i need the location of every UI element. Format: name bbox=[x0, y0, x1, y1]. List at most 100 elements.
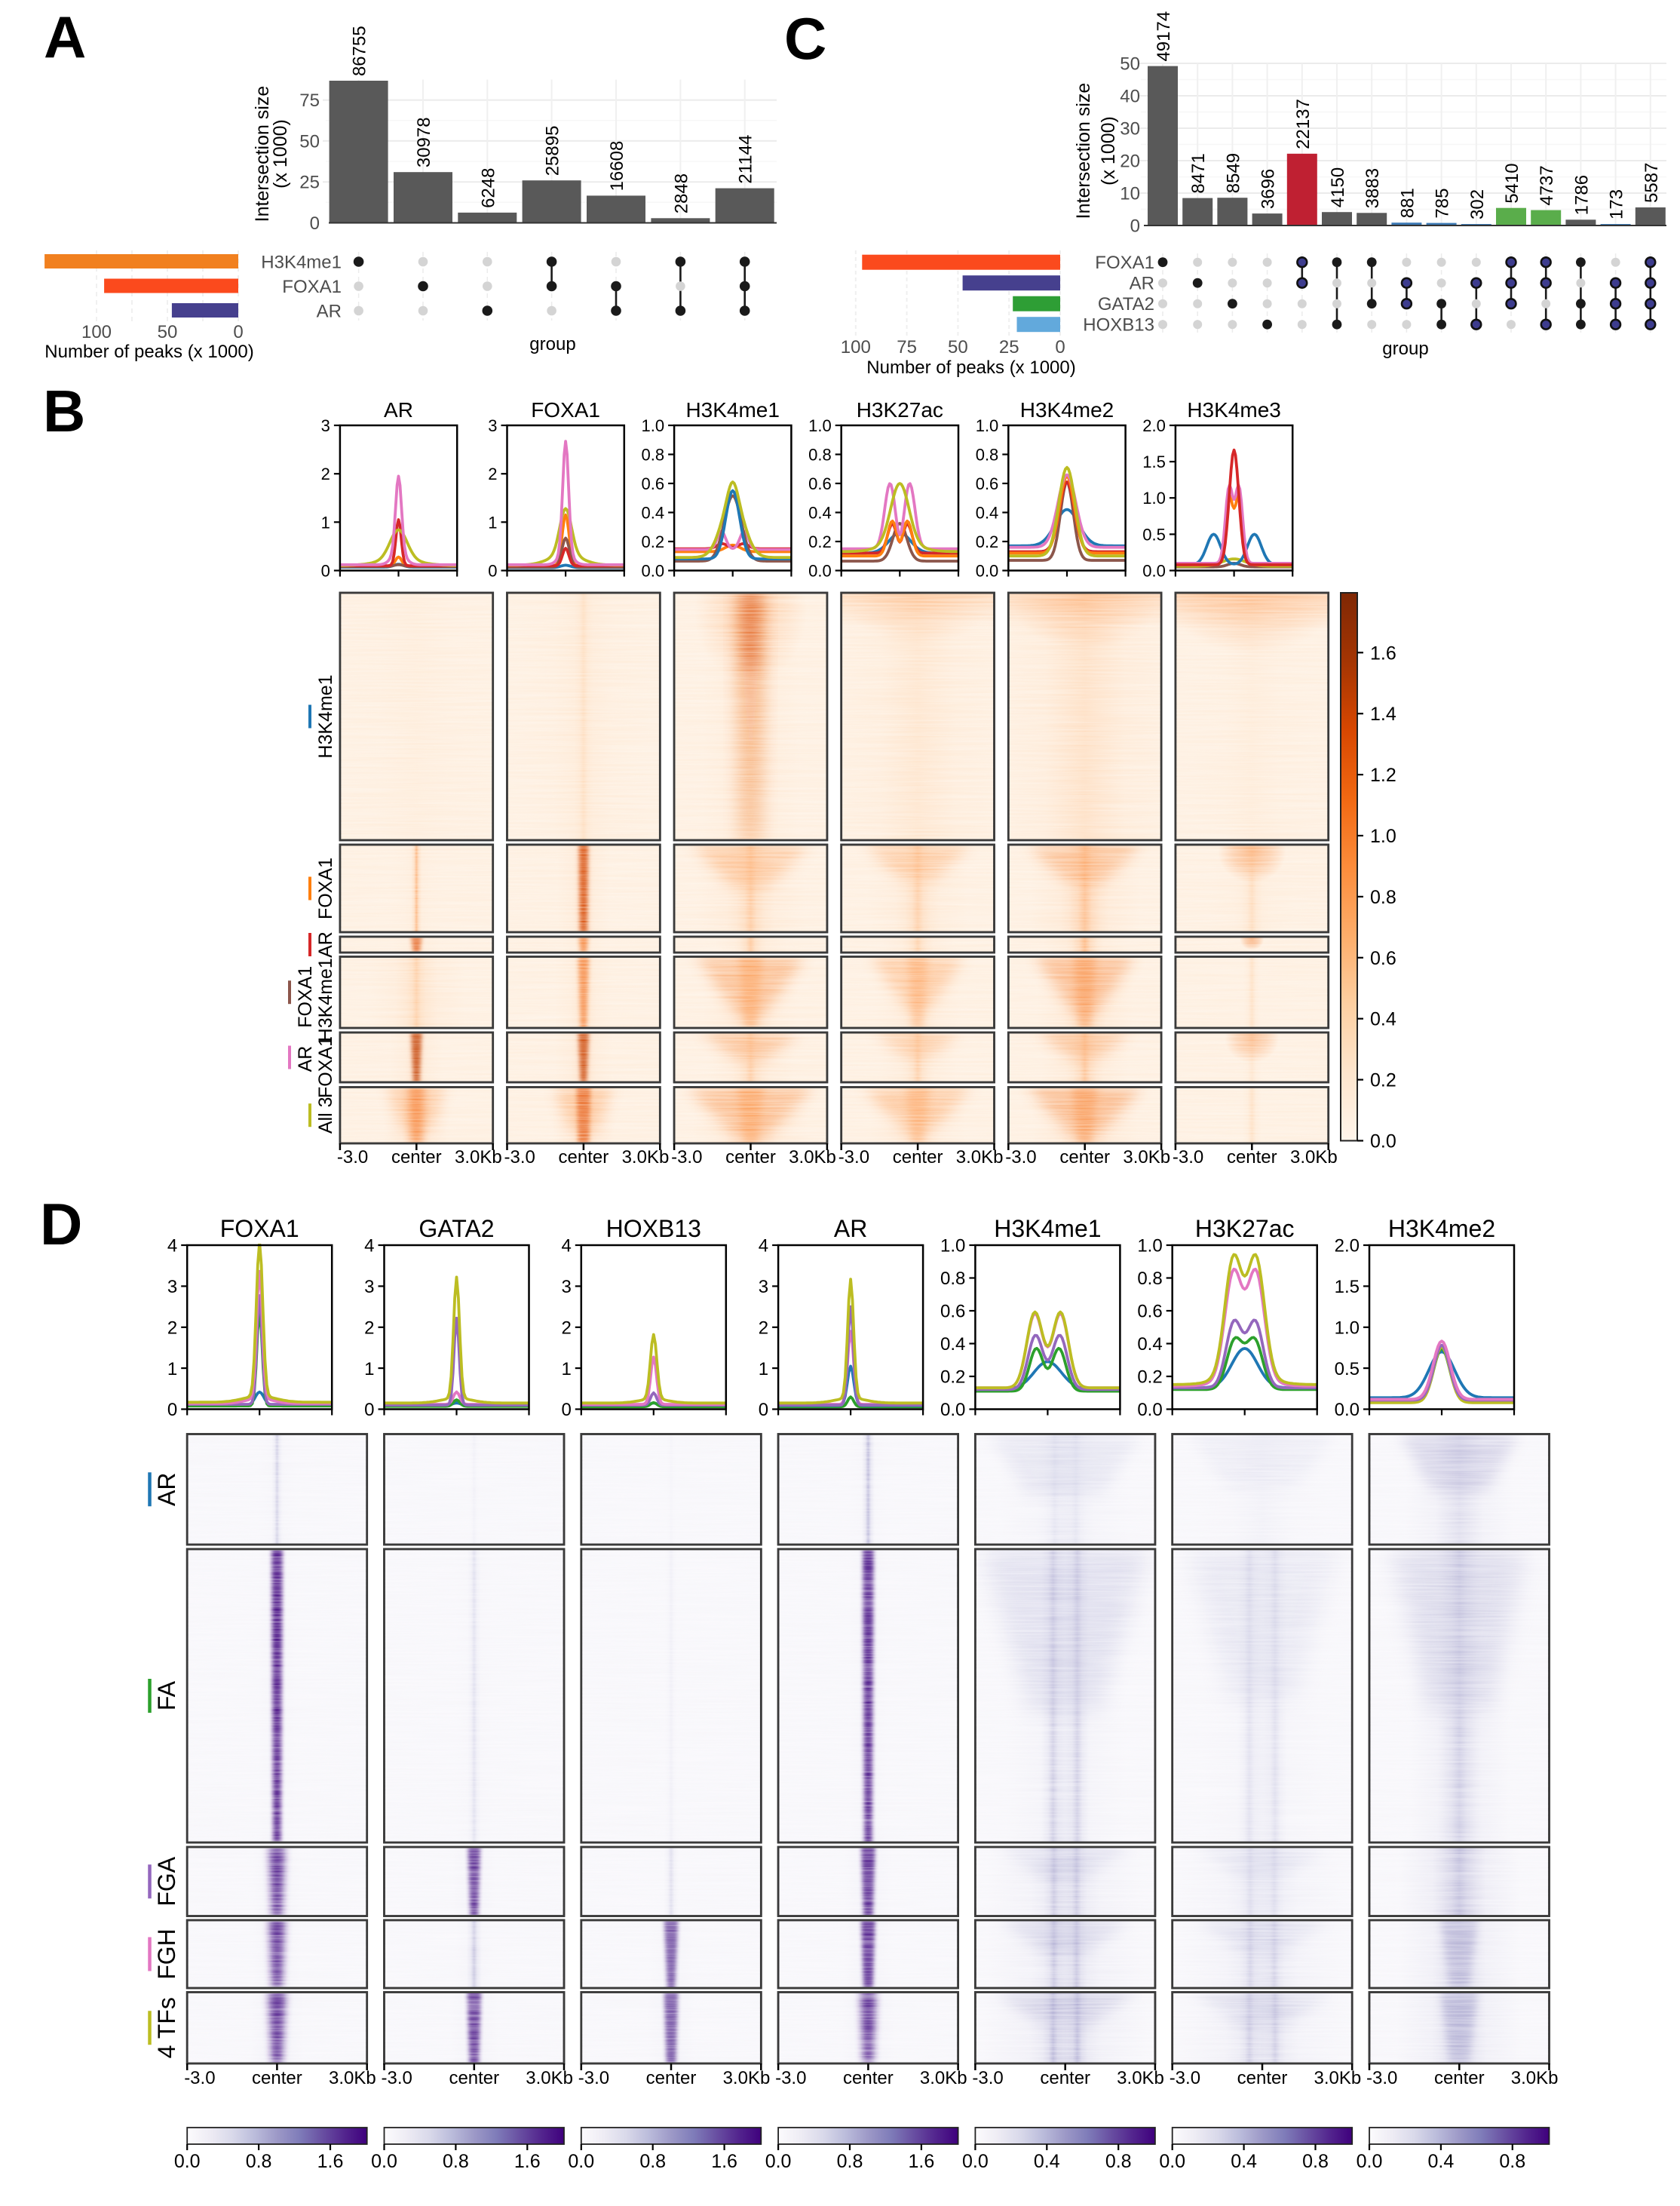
svg-text:3.0Kb: 3.0Kb bbox=[1123, 1147, 1170, 1167]
svg-text:B: B bbox=[43, 378, 85, 444]
svg-text:3883: 3883 bbox=[1363, 168, 1383, 208]
svg-text:302: 302 bbox=[1467, 189, 1488, 219]
svg-text:FGA: FGA bbox=[153, 1856, 180, 1906]
svg-text:0.8: 0.8 bbox=[1105, 2151, 1132, 2172]
svg-text:(x 1000): (x 1000) bbox=[1098, 116, 1119, 186]
svg-text:0.6: 0.6 bbox=[642, 474, 665, 493]
svg-text:0.0: 0.0 bbox=[642, 561, 665, 580]
svg-text:AR: AR bbox=[317, 302, 342, 322]
svg-text:0.8: 0.8 bbox=[246, 2151, 272, 2172]
svg-text:4: 4 bbox=[167, 1236, 177, 1256]
svg-text:8471: 8471 bbox=[1188, 153, 1209, 193]
svg-text:AR: AR bbox=[153, 1473, 180, 1506]
svg-text:1.5: 1.5 bbox=[1142, 453, 1166, 471]
svg-text:3: 3 bbox=[561, 1277, 571, 1297]
svg-text:0: 0 bbox=[1130, 216, 1140, 237]
svg-text:4: 4 bbox=[759, 1236, 768, 1256]
svg-text:0.8: 0.8 bbox=[1302, 2151, 1329, 2172]
svg-text:0.4: 0.4 bbox=[1231, 2151, 1257, 2172]
svg-text:center: center bbox=[559, 1147, 609, 1167]
svg-text:H3K4me1: H3K4me1 bbox=[261, 253, 342, 273]
svg-text:1.6: 1.6 bbox=[909, 2151, 935, 2172]
svg-text:AR: AR bbox=[315, 931, 336, 958]
svg-text:3.0Kb: 3.0Kb bbox=[526, 2068, 573, 2088]
svg-text:center: center bbox=[725, 1147, 776, 1167]
svg-text:0.4: 0.4 bbox=[808, 503, 832, 522]
svg-text:H3K4me1: H3K4me1 bbox=[315, 958, 336, 1042]
svg-text:2: 2 bbox=[488, 465, 497, 483]
svg-text:-3.0: -3.0 bbox=[972, 2068, 1003, 2088]
svg-text:0.0: 0.0 bbox=[371, 2151, 397, 2172]
svg-text:GATA2: GATA2 bbox=[418, 1215, 494, 1242]
svg-text:1: 1 bbox=[488, 513, 497, 532]
svg-text:AR: AR bbox=[1130, 274, 1154, 294]
svg-text:8549: 8549 bbox=[1223, 153, 1243, 193]
svg-text:3.0Kb: 3.0Kb bbox=[455, 1147, 502, 1167]
svg-text:22137: 22137 bbox=[1293, 99, 1314, 149]
svg-text:1.0: 1.0 bbox=[1142, 489, 1166, 508]
svg-text:H3K27ac: H3K27ac bbox=[1195, 1215, 1295, 1242]
svg-text:H3K4me2: H3K4me2 bbox=[1020, 398, 1114, 422]
svg-text:0.0: 0.0 bbox=[1159, 2151, 1185, 2172]
svg-text:(x 1000): (x 1000) bbox=[270, 119, 291, 189]
svg-text:1: 1 bbox=[759, 1359, 768, 1379]
svg-text:0.6: 0.6 bbox=[1370, 948, 1396, 969]
svg-text:1.6: 1.6 bbox=[1370, 643, 1396, 664]
svg-text:center: center bbox=[252, 2068, 302, 2088]
svg-text:3.0Kb: 3.0Kb bbox=[920, 2068, 967, 2088]
svg-text:1.0: 1.0 bbox=[976, 416, 999, 435]
svg-text:0.6: 0.6 bbox=[976, 474, 999, 493]
svg-text:center: center bbox=[1227, 1147, 1277, 1167]
svg-text:30978: 30978 bbox=[414, 117, 434, 167]
svg-text:0.4: 0.4 bbox=[642, 503, 665, 522]
svg-text:20: 20 bbox=[1120, 152, 1140, 172]
svg-text:50: 50 bbox=[158, 322, 178, 342]
svg-text:30: 30 bbox=[1120, 119, 1140, 140]
svg-text:center: center bbox=[1040, 2068, 1090, 2088]
svg-text:H3K4me1: H3K4me1 bbox=[685, 398, 780, 422]
svg-text:center: center bbox=[646, 2068, 697, 2088]
svg-text:1.2: 1.2 bbox=[1370, 765, 1396, 786]
svg-text:0.0: 0.0 bbox=[940, 1400, 965, 1420]
svg-text:785: 785 bbox=[1433, 189, 1453, 219]
svg-text:Number of peaks (x 1000): Number of peaks (x 1000) bbox=[44, 342, 253, 362]
svg-text:0.0: 0.0 bbox=[1137, 1400, 1162, 1420]
svg-text:AR: AR bbox=[834, 1215, 867, 1242]
svg-text:2848: 2848 bbox=[671, 173, 691, 213]
svg-text:10: 10 bbox=[1120, 184, 1140, 204]
svg-text:-3.0: -3.0 bbox=[1173, 1147, 1203, 1167]
svg-text:1.0: 1.0 bbox=[940, 1236, 965, 1256]
svg-text:4: 4 bbox=[364, 1236, 374, 1256]
svg-text:H3K4me1: H3K4me1 bbox=[994, 1215, 1101, 1242]
svg-text:49174: 49174 bbox=[1154, 11, 1174, 62]
svg-text:21144: 21144 bbox=[736, 135, 756, 184]
svg-text:0.8: 0.8 bbox=[837, 2151, 863, 2172]
svg-text:FGH: FGH bbox=[153, 1928, 180, 1980]
svg-text:FOXA1: FOXA1 bbox=[220, 1215, 299, 1242]
svg-text:75: 75 bbox=[897, 337, 917, 357]
svg-text:0.8: 0.8 bbox=[940, 1269, 965, 1289]
svg-text:0: 0 bbox=[488, 561, 497, 580]
svg-text:0.0: 0.0 bbox=[962, 2151, 989, 2172]
svg-text:0: 0 bbox=[759, 1400, 768, 1420]
svg-text:center: center bbox=[893, 1147, 943, 1167]
svg-text:0.8: 0.8 bbox=[443, 2151, 469, 2172]
svg-text:50: 50 bbox=[299, 131, 320, 152]
svg-text:5410: 5410 bbox=[1502, 163, 1522, 203]
svg-text:25895: 25895 bbox=[543, 126, 563, 176]
svg-text:0.6: 0.6 bbox=[1137, 1302, 1162, 1322]
svg-text:2: 2 bbox=[759, 1318, 768, 1338]
svg-text:50: 50 bbox=[948, 337, 968, 357]
svg-text:0: 0 bbox=[233, 322, 243, 342]
svg-text:100: 100 bbox=[81, 322, 112, 342]
svg-text:All 3: All 3 bbox=[315, 1097, 336, 1134]
svg-text:2: 2 bbox=[321, 465, 330, 483]
svg-text:0.5: 0.5 bbox=[1142, 525, 1166, 544]
svg-text:0.2: 0.2 bbox=[642, 532, 665, 551]
svg-text:FOXA1: FOXA1 bbox=[315, 858, 336, 919]
svg-text:0.4: 0.4 bbox=[1428, 2151, 1455, 2172]
svg-text:0.2: 0.2 bbox=[1137, 1367, 1162, 1388]
svg-text:2: 2 bbox=[561, 1318, 571, 1338]
svg-text:50: 50 bbox=[1120, 54, 1140, 75]
svg-text:0.6: 0.6 bbox=[940, 1302, 965, 1322]
